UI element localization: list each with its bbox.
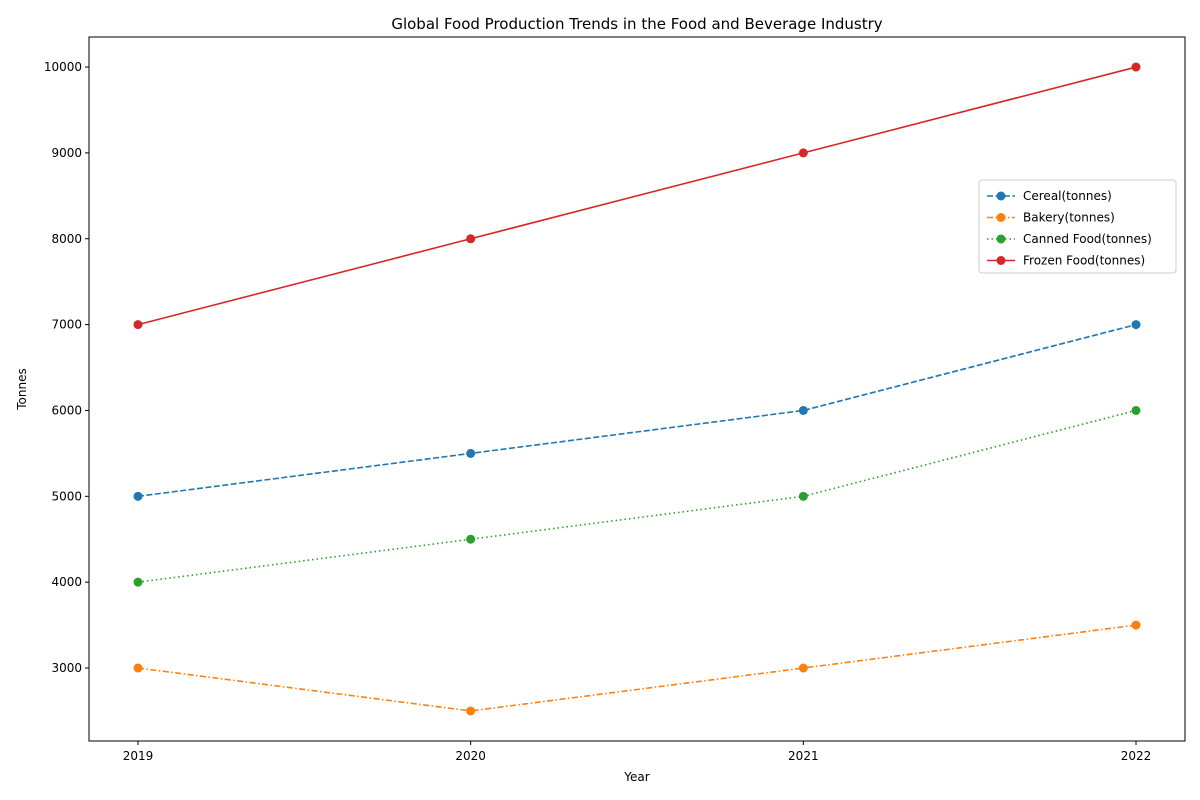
data-point xyxy=(798,663,808,673)
data-point xyxy=(798,405,808,415)
x-tick-label: 2019 xyxy=(123,749,154,763)
legend: Cereal(tonnes) Bakery(tonnes) Canned Food(… xyxy=(978,179,1177,274)
data-point xyxy=(133,577,143,587)
x-axis-label: Year xyxy=(623,770,649,784)
legend-marker xyxy=(996,234,1006,244)
y-tick-label: 5000 xyxy=(51,489,82,503)
legend-frame xyxy=(978,179,1177,274)
series-line xyxy=(137,323,1137,498)
data-point xyxy=(133,320,143,330)
data-point xyxy=(798,148,808,158)
legend-label: Frozen Food(tonnes) xyxy=(1023,254,1145,268)
y-tick-label: 10000 xyxy=(44,60,82,74)
data-point xyxy=(466,534,476,544)
x-tick-label: 2020 xyxy=(455,749,486,763)
y-tick-label: 7000 xyxy=(51,318,82,332)
data-point xyxy=(1131,405,1141,415)
y-axis-ticks: 3000 4000 5000 6000 7000 8000 9000 10000 xyxy=(44,60,89,675)
data-point xyxy=(466,234,476,244)
data-point xyxy=(466,706,476,716)
data-point xyxy=(466,448,476,458)
legend-marker xyxy=(996,213,1006,222)
legend-marker xyxy=(996,191,1006,201)
data-point xyxy=(1131,62,1141,72)
y-tick-label: 8000 xyxy=(51,232,82,246)
series-line xyxy=(137,624,1137,712)
data-point xyxy=(798,491,808,501)
legend-label: Bakery(tonnes) xyxy=(1023,211,1115,225)
legend-label: Canned Food(tonnes) xyxy=(1023,232,1152,246)
y-tick-label: 9000 xyxy=(51,146,82,160)
series-layer xyxy=(133,62,1141,716)
plot-frame xyxy=(88,36,1186,742)
data-point xyxy=(1131,320,1141,330)
legend-label: Cereal(tonnes) xyxy=(1023,189,1112,203)
y-tick-label: 3000 xyxy=(51,661,82,675)
y-axis-label: Tonnes xyxy=(15,368,29,410)
data-point xyxy=(133,663,143,673)
y-tick-label: 4000 xyxy=(51,575,82,589)
data-point xyxy=(133,491,143,501)
legend-marker xyxy=(996,256,1006,265)
plot-area xyxy=(89,37,1185,741)
x-axis-ticks: 2019 2020 2021 2022 xyxy=(123,741,1152,763)
data-point xyxy=(1131,620,1141,630)
x-tick-label: 2021 xyxy=(788,749,819,763)
x-tick-label: 2022 xyxy=(1121,749,1152,763)
series-line xyxy=(137,409,1137,583)
chart-title: Global Food Production Trends in the Foo… xyxy=(391,15,882,33)
series-line xyxy=(137,66,1137,326)
y-tick-label: 6000 xyxy=(51,403,82,417)
